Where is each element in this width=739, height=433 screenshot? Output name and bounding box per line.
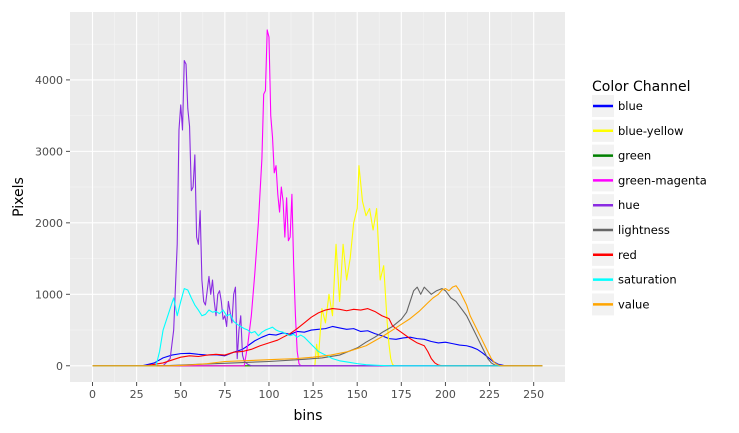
series-lines	[92, 29, 543, 367]
series-line-blue-yellow	[92, 165, 543, 367]
y-tick-label: 2000	[35, 217, 63, 230]
series-line-lightness	[92, 286, 543, 367]
y-tick-label: 1000	[35, 288, 63, 301]
legend: Color Channel blue blue-yellow green green-…	[592, 79, 707, 316]
legend-title: Color Channel	[592, 79, 690, 95]
x-tick-label: 250	[523, 388, 544, 401]
grid-lines	[70, 12, 565, 382]
legend-label-value: value	[618, 297, 649, 311]
x-tick-label: 150	[347, 388, 368, 401]
legend-label-hue: hue	[618, 198, 640, 212]
x-tick-label: 100	[258, 388, 279, 401]
x-tick-label: 225	[479, 388, 500, 401]
x-tick-label: 175	[391, 388, 412, 401]
series-line-red	[92, 308, 543, 367]
x-tick-label: 75	[218, 388, 232, 401]
series-line-hue	[92, 60, 543, 367]
series-line-green-magenta	[92, 29, 543, 367]
legend-label-red: red	[618, 248, 637, 262]
y-tick-label: 0	[56, 360, 63, 373]
legend-label-lightness: lightness	[618, 223, 670, 237]
x-tick-label: 0	[89, 388, 96, 401]
x-tick-label: 25	[130, 388, 144, 401]
series-line-saturation	[92, 288, 543, 367]
axes: 0 25 50 75 100 125 150 175 200 225 250 0 1000 2000 300…	[35, 74, 544, 401]
y-tick-label: 4000	[35, 74, 63, 87]
legend-label-blue: blue	[618, 99, 643, 113]
plot-panel	[70, 12, 565, 382]
legend-label-green-magenta: green-magenta	[618, 173, 707, 187]
x-tick-label: 50	[174, 388, 188, 401]
y-tick-label: 3000	[35, 145, 63, 158]
legend-label-saturation: saturation	[618, 273, 677, 287]
x-tick-label: 125	[303, 388, 324, 401]
legend-label-blue-yellow: blue-yellow	[618, 124, 684, 138]
x-axis-title: bins	[294, 408, 323, 424]
legend-label-green: green	[618, 149, 651, 163]
x-tick-label: 200	[435, 388, 456, 401]
series-line-value	[92, 285, 543, 367]
y-axis-title: Pixels	[11, 177, 27, 217]
